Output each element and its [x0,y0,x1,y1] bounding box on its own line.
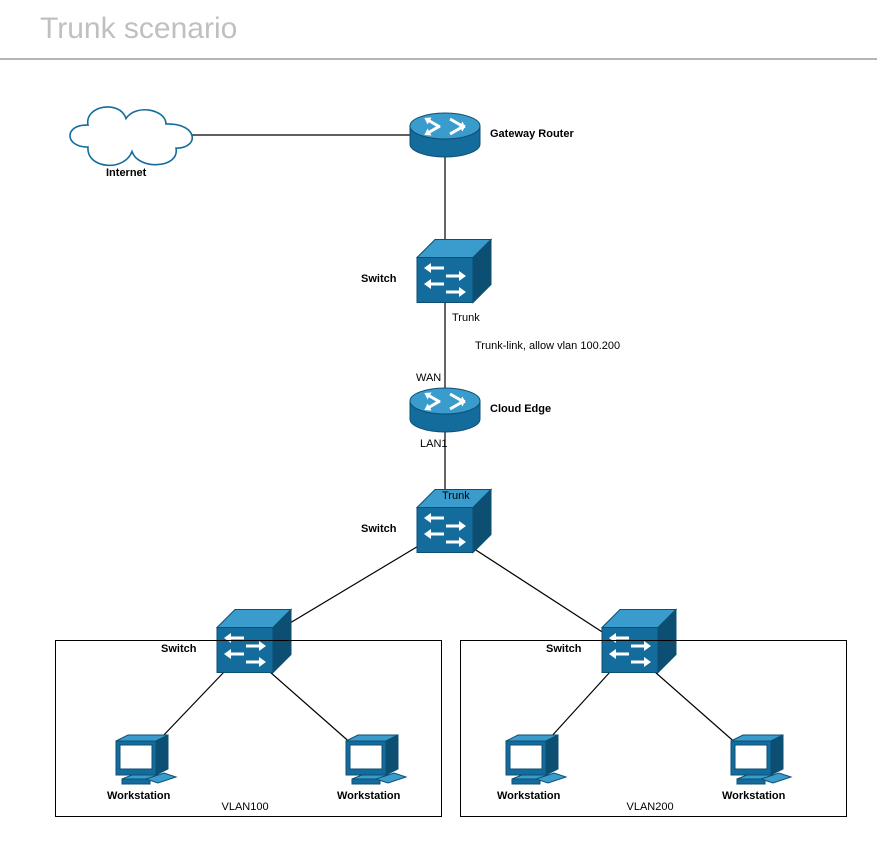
node-label: Internet [106,167,146,179]
node-label: Switch [546,643,581,655]
vlan-label: VLAN200 [627,801,674,813]
vlan-label: VLAN100 [222,801,269,813]
annotation-label: WAN [416,372,441,384]
node-label: Gateway Router [490,128,574,140]
node-label: Workstation [107,790,170,802]
node-label: Workstation [497,790,560,802]
horizontal-rule [0,58,877,60]
node-label: Cloud Edge [490,403,551,415]
router-icon [410,388,480,432]
node-label: Workstation [337,790,400,802]
node-label: Switch [161,643,196,655]
node-label: Switch [361,273,396,285]
annotation-label: LAN1 [420,438,448,450]
annotation-label: Trunk [442,490,470,502]
node-label: Workstation [722,790,785,802]
node-label: Switch [361,523,396,535]
annotation-label: Trunk [452,312,480,324]
router-icon [410,113,480,157]
annotation-label: Trunk-link, allow vlan 100.200 [475,340,620,352]
switch-icon [417,240,491,303]
page-title: Trunk scenario [40,12,237,46]
cloud-icon [70,107,192,165]
